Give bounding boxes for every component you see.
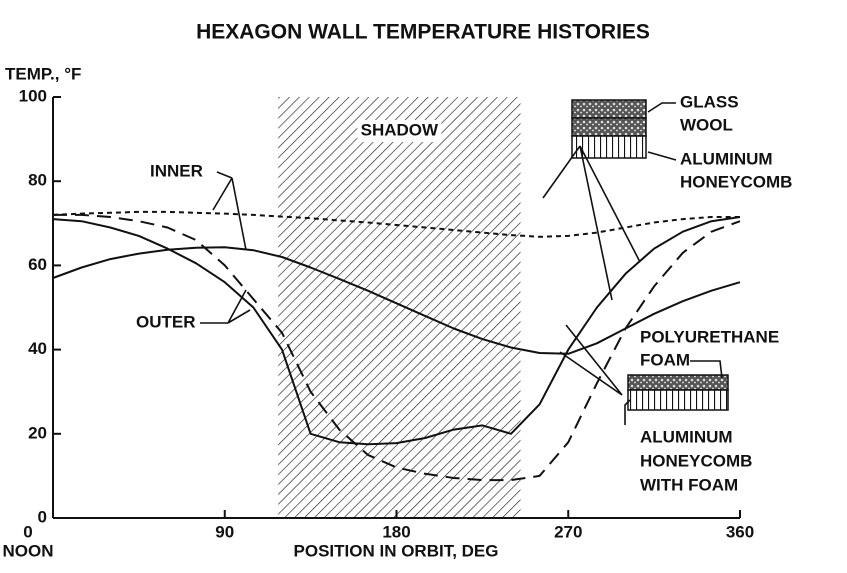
annotation: FOAM — [640, 350, 690, 369]
y-tick-label: 0 — [38, 507, 47, 526]
glass-wool-icon — [572, 100, 646, 118]
annotation: WITH FOAM — [640, 475, 738, 494]
annotation: ALUMINUM — [640, 427, 733, 446]
annotation: POLYURETHANE — [640, 327, 779, 346]
shadow-label: SHADOW — [361, 120, 439, 139]
y-tick-label: 20 — [28, 423, 47, 442]
leader-line — [213, 172, 246, 250]
chart-title: HEXAGON WALL TEMPERATURE HISTORIES — [196, 21, 650, 44]
y-tick-label: 40 — [28, 339, 47, 358]
y-tick-label: 80 — [28, 171, 47, 190]
annotation: ALUMINUM — [680, 149, 773, 168]
x-tick-label: 180 — [382, 522, 410, 541]
y-tick-label: 60 — [28, 255, 47, 274]
honeycomb-icon — [628, 390, 728, 410]
leader-line — [200, 290, 250, 323]
honeycomb-icon — [572, 136, 646, 158]
chart: HEXAGON WALL TEMPERATURE HISTORIES TEMP.… — [0, 0, 847, 573]
x-tick-label: 0 — [23, 522, 32, 541]
annotation: HONEYCOMB — [680, 172, 792, 191]
annotation: WOOL — [680, 115, 733, 134]
x-origin-label: NOON — [3, 541, 54, 560]
foam-icon — [628, 375, 728, 390]
annotation: HONEYCOMB — [640, 451, 752, 470]
y-axis-label: TEMP., °F — [5, 64, 81, 83]
annotation: GLASS — [680, 92, 739, 111]
x-tick-label: 90 — [215, 522, 234, 541]
annotation: INNER — [150, 161, 203, 180]
x-tick-label: 360 — [726, 522, 754, 541]
glass-wool-icon — [572, 118, 646, 136]
annotation: OUTER — [136, 312, 196, 331]
x-axis-label: POSITION IN ORBIT, DEG — [294, 541, 499, 560]
y-tick-label: 100 — [19, 86, 47, 105]
x-tick-label: 270 — [554, 522, 582, 541]
shadow-region — [278, 97, 520, 518]
